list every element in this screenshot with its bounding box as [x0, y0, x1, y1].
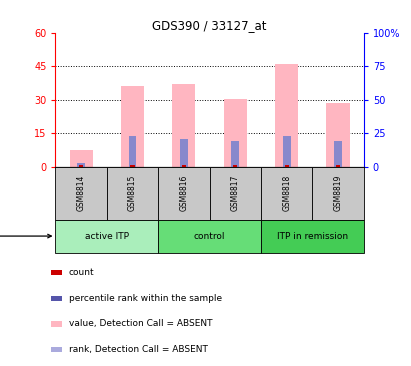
Bar — [231, 141, 239, 167]
Bar — [261, 220, 364, 253]
Text: ITP in remission: ITP in remission — [277, 232, 348, 240]
Bar — [233, 165, 238, 167]
Bar — [210, 167, 261, 220]
Bar — [261, 167, 312, 220]
Bar — [180, 139, 188, 167]
Title: GDS390 / 33127_at: GDS390 / 33127_at — [152, 19, 267, 32]
Bar — [121, 86, 144, 167]
Bar — [51, 347, 62, 352]
Bar — [79, 165, 83, 167]
Bar — [326, 103, 350, 167]
Bar — [158, 167, 210, 220]
Bar — [130, 165, 135, 167]
Bar — [224, 98, 247, 167]
Text: GSM8817: GSM8817 — [231, 175, 240, 211]
Bar — [69, 150, 93, 167]
Bar — [312, 167, 364, 220]
Bar — [77, 163, 85, 167]
Bar — [334, 141, 342, 167]
Bar — [107, 167, 158, 220]
Text: disease state: disease state — [0, 232, 51, 240]
Text: active ITP: active ITP — [85, 232, 129, 240]
Text: GSM8819: GSM8819 — [334, 175, 342, 211]
Bar — [51, 295, 62, 301]
Bar — [283, 137, 291, 167]
Bar — [129, 137, 136, 167]
Text: rank, Detection Call = ABSENT: rank, Detection Call = ABSENT — [69, 345, 208, 354]
Text: GSM8816: GSM8816 — [180, 175, 188, 211]
Text: GSM8815: GSM8815 — [128, 175, 137, 211]
Bar — [275, 64, 298, 167]
Bar — [51, 270, 62, 276]
Bar — [182, 165, 186, 167]
Text: count: count — [69, 268, 94, 277]
Bar — [55, 220, 158, 253]
Text: value, Detection Call = ABSENT: value, Detection Call = ABSENT — [69, 320, 212, 328]
Text: control: control — [194, 232, 225, 240]
Bar — [51, 321, 62, 327]
Bar — [336, 165, 340, 167]
Bar — [55, 167, 107, 220]
Bar — [172, 84, 196, 167]
Text: GSM8814: GSM8814 — [77, 175, 85, 211]
Text: GSM8818: GSM8818 — [282, 175, 291, 211]
Bar — [158, 220, 261, 253]
Text: percentile rank within the sample: percentile rank within the sample — [69, 294, 222, 303]
Bar — [284, 165, 289, 167]
